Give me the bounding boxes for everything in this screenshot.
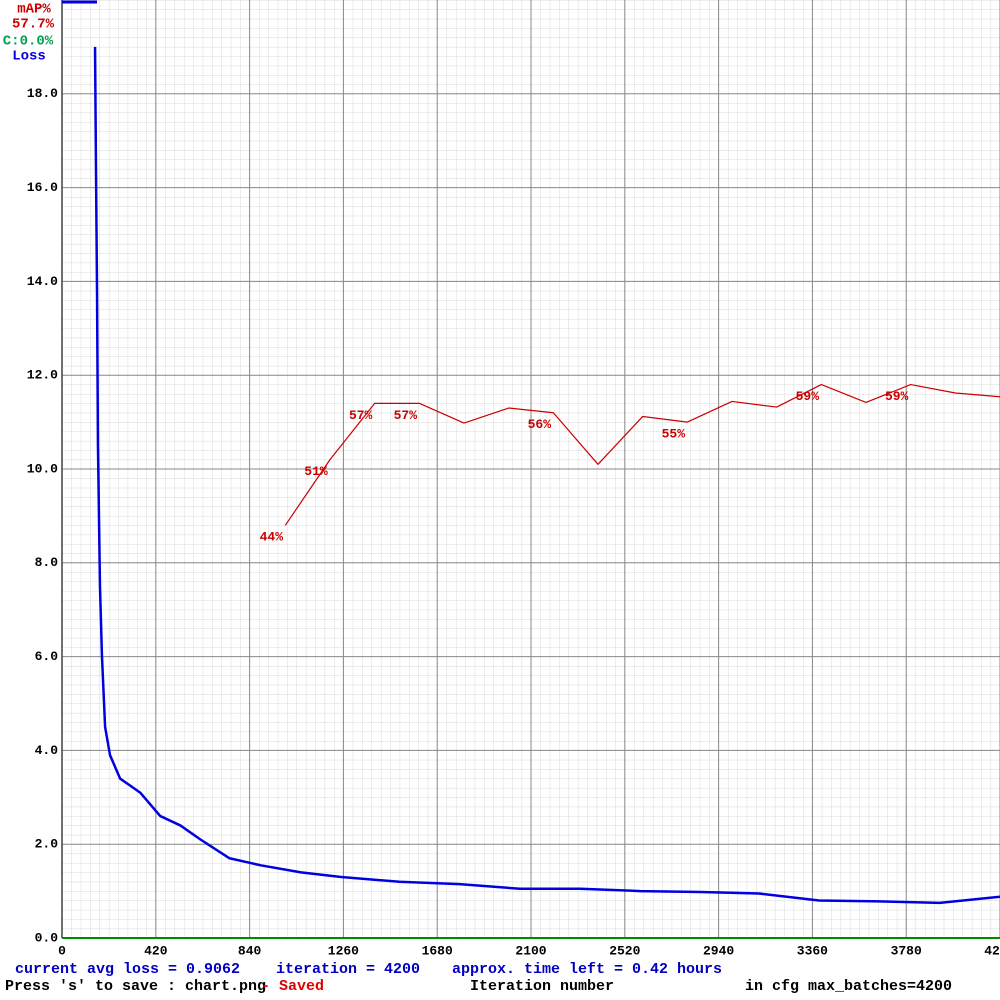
x-tick-label: 420 — [144, 943, 168, 958]
y-tick-label: 0.0 — [35, 930, 59, 945]
y-tick-label: 18.0 — [27, 86, 58, 101]
legend-loss: Loss — [12, 49, 46, 65]
class-info: C:0.0% — [3, 34, 54, 50]
y-tick-label: 14.0 — [27, 274, 58, 289]
y-tick-label: 2.0 — [35, 837, 59, 852]
x-tick-label: 0 — [58, 943, 66, 958]
x-tick-label: 2940 — [703, 943, 734, 958]
map-label: 57% — [394, 408, 418, 423]
x-tick-label: 840 — [238, 943, 262, 958]
map-label: 59% — [885, 389, 909, 404]
x-tick-label: 2100 — [515, 943, 546, 958]
y-tick-label: 6.0 — [35, 649, 59, 664]
status-time: approx. time left = 0.42 hours — [452, 961, 722, 978]
status-iteration: iteration = 4200 — [276, 961, 420, 978]
map-line — [284, 383, 1000, 526]
map-label: 51% — [304, 464, 328, 479]
legend-map: mAP% — [17, 2, 51, 18]
y-tick-label: 12.0 — [27, 368, 58, 383]
map-label: 44% — [260, 530, 284, 545]
x-axis-label: Iteration number — [470, 978, 614, 995]
y-tick-label: 16.0 — [27, 180, 58, 195]
save-hint: Press 's' to save : chart.png — [5, 978, 266, 995]
save-state: - Saved — [252, 978, 324, 995]
x-tick-label: 42 — [984, 943, 1000, 958]
x-tick-label: 3780 — [891, 943, 922, 958]
map-label: 59% — [796, 389, 820, 404]
current-map: 57.7% — [12, 17, 55, 33]
marks — [93, 46, 1000, 905]
loss-line — [93, 46, 1000, 905]
status-loss: current avg loss = 0.9062 — [15, 961, 240, 978]
map-label: 55% — [662, 427, 686, 442]
y-tick-label: 4.0 — [35, 743, 59, 758]
x-tick-label: 3360 — [797, 943, 828, 958]
map-label: 56% — [528, 417, 552, 432]
x-tick-label: 2520 — [609, 943, 640, 958]
map-label: 57% — [349, 408, 373, 423]
y-tick-label: 10.0 — [27, 461, 58, 476]
x-tick-label: 1260 — [328, 943, 359, 958]
x-tick-label: 1680 — [422, 943, 453, 958]
max-batches: in cfg max_batches=4200 — [745, 978, 952, 995]
y-tick-label: 8.0 — [35, 555, 59, 570]
